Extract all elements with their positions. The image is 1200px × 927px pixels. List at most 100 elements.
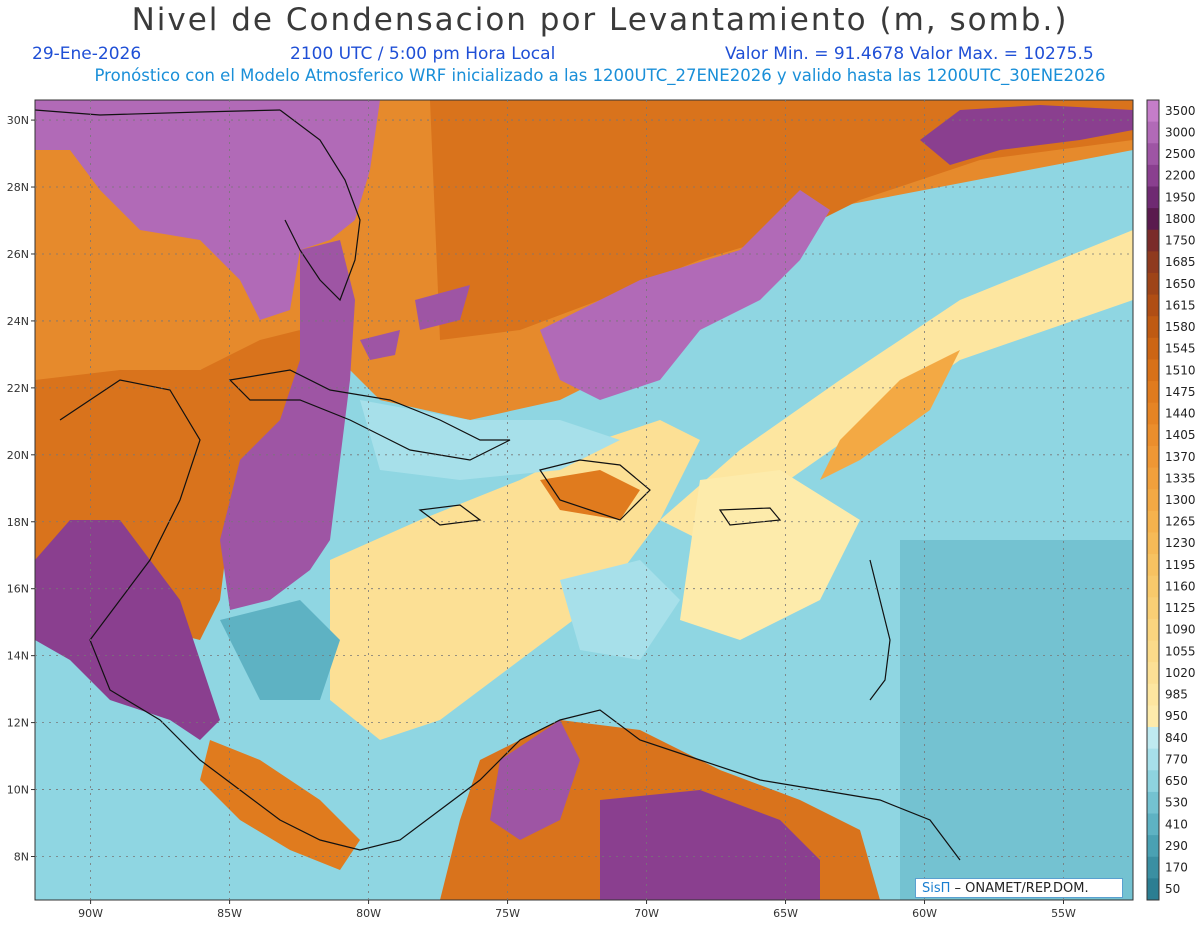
- forecast-date: 29-Ene-2026: [32, 44, 142, 64]
- colorbar-swatch: [1147, 705, 1159, 728]
- colorbar-swatch: [1147, 467, 1159, 490]
- colorbar-label: 2500: [1165, 147, 1196, 161]
- colorbar-swatch: [1147, 402, 1159, 425]
- colorbar-label: 1440: [1165, 407, 1196, 421]
- colorbar-swatch: [1147, 835, 1159, 858]
- field-purple-florida: [35, 100, 380, 320]
- field-yellow-east: [680, 470, 860, 640]
- lat-label: 20N: [7, 449, 29, 462]
- colorbar: 3500 3000 2500 2200 1950 1800 1750 1685 1650 1615…: [1146, 99, 1196, 901]
- colorbar-label: 290: [1165, 839, 1188, 853]
- colorbar-label: 1335: [1165, 471, 1196, 485]
- colorbar-swatch: [1147, 121, 1159, 144]
- colorbar-label: 50: [1165, 882, 1180, 896]
- colorbar-label: 1405: [1165, 428, 1196, 442]
- colorbar-swatch: [1147, 554, 1159, 577]
- forecast-time: 2100 UTC / 5:00 pm Hora Local: [290, 44, 556, 64]
- colorbar-swatch: [1147, 640, 1159, 663]
- axis-labels: 30N 28N 26N 24N 22N 20N 18N 16N 14N 12N 10N 8N 90W 85…: [7, 114, 1076, 920]
- colorbar-label: 1950: [1165, 190, 1196, 204]
- lat-label: 14N: [7, 650, 29, 663]
- colorbar-swatch: [1147, 208, 1159, 231]
- map-title: Nivel de Condensacion por Levantamiento …: [131, 2, 1069, 38]
- hispaniola-coast: [539, 459, 651, 521]
- colorbar-swatch: [1147, 229, 1159, 252]
- field-shading: [35, 100, 1133, 900]
- puerto-rico-coast: [718, 507, 782, 526]
- lon-label: 75W: [495, 907, 520, 920]
- colorbar-label: 1300: [1165, 493, 1196, 507]
- mainland-coast: [59, 379, 961, 861]
- colorbar-label: 1510: [1165, 363, 1196, 377]
- colorbar-swatch: [1147, 770, 1159, 793]
- lesser-antilles: [869, 559, 891, 701]
- map-frame: [34, 99, 1134, 901]
- colorbar-label: 1265: [1165, 515, 1196, 529]
- field-purple-small: [360, 285, 470, 360]
- colorbar-frame: [1146, 99, 1160, 901]
- field-teal-east: [900, 540, 1133, 900]
- colorbar-label: 1800: [1165, 212, 1196, 226]
- jamaica-coast: [418, 504, 482, 526]
- colorbar-swatch: [1147, 316, 1159, 339]
- colorbar-swatch: [1147, 727, 1159, 750]
- field-orange-hispaniola: [540, 470, 640, 520]
- coastlines: [35, 109, 961, 861]
- field-purple-atlantic: [540, 190, 830, 400]
- colorbar-swatch: [1147, 683, 1159, 706]
- florida-coast: [279, 109, 361, 302]
- colorbar-label: 2200: [1165, 169, 1196, 183]
- colorbar-swatch: [1147, 186, 1159, 209]
- colorbar-label: 770: [1165, 752, 1188, 766]
- colorbar-swatch: [1147, 359, 1159, 382]
- lon-label: 55W: [1051, 907, 1076, 920]
- lat-label: 26N: [7, 248, 29, 261]
- colorbar-label: 530: [1165, 796, 1188, 810]
- graticule: [31, 100, 1133, 904]
- colorbar-swatch: [1147, 510, 1159, 533]
- lat-label: 22N: [7, 382, 29, 395]
- lon-label: 85W: [217, 907, 242, 920]
- colorbar-label: 840: [1165, 731, 1188, 745]
- field-teal-honduras: [220, 600, 340, 700]
- cuba-coast: [228, 369, 511, 461]
- colorbar-swatch: [1147, 294, 1159, 317]
- colorbar-label: 1685: [1165, 255, 1196, 269]
- colorbar-label: 1125: [1165, 601, 1196, 615]
- lat-label: 10N: [7, 784, 29, 797]
- colorbar-swatch: [1147, 251, 1159, 274]
- lat-label: 24N: [7, 315, 29, 328]
- colorbar-label: 1545: [1165, 342, 1196, 356]
- field-lightcyan-central: [560, 560, 680, 660]
- lat-label: 28N: [7, 181, 29, 194]
- colorbar-label: 950: [1165, 709, 1188, 723]
- colorbar-label: 3500: [1165, 104, 1196, 118]
- min-max-values: Valor Min. = 91.4678 Valor Max. = 10275.…: [725, 44, 1094, 64]
- colorbar-swatch: [1147, 856, 1159, 879]
- colorbar-label: 3000: [1165, 125, 1196, 139]
- colorbar-swatch: [1147, 337, 1159, 360]
- colorbar-label: 1055: [1165, 644, 1196, 658]
- colorbar-swatch: [1147, 100, 1159, 123]
- colorbar-swatch: [1147, 791, 1159, 815]
- colorbar-swatch: [1147, 662, 1159, 685]
- lat-label: 8N: [14, 850, 29, 863]
- colorbar-label: 1160: [1165, 579, 1196, 593]
- lon-label: 90W: [78, 907, 103, 920]
- colorbar-swatch: [1147, 381, 1159, 404]
- field-purple-westcarib: [220, 240, 355, 610]
- colorbar-label: 1615: [1165, 298, 1196, 312]
- gulf-north-coast: [35, 109, 281, 116]
- field-purple-centralam: [35, 520, 220, 740]
- colorbar-swatch: [1147, 445, 1159, 469]
- colorbar-label: 1370: [1165, 450, 1196, 464]
- colorbar-label: 410: [1165, 817, 1188, 831]
- colorbar-swatch: [1147, 878, 1159, 901]
- credit-box: SisΠ – ONAMET/REP.DOM.: [915, 878, 1123, 898]
- field-orange-panama: [200, 740, 360, 870]
- lat-label: 16N: [7, 583, 29, 596]
- colorbar-swatch: [1147, 424, 1159, 447]
- colorbar-label: 1750: [1165, 234, 1196, 248]
- lon-label: 70W: [634, 907, 659, 920]
- colorbar-swatch: [1147, 489, 1159, 512]
